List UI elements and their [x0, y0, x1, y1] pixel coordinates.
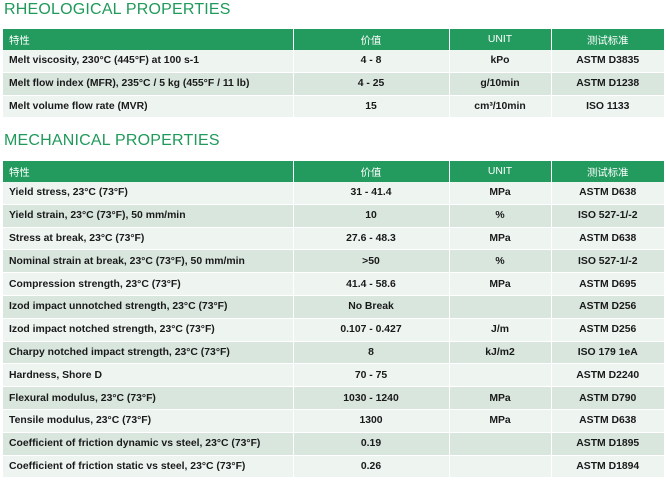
- unit-cell: MPa: [449, 409, 552, 433]
- unit-cell: [449, 455, 552, 479]
- unit-cell: J/m: [449, 318, 552, 342]
- property-name-cell: Flexural modulus, 23°C (73°F): [3, 386, 294, 410]
- table-row: Stress at break, 23°C (73°F) 27.6 - 48.3 M…: [3, 227, 664, 251]
- property-name-cell: Izod impact notched strength, 23°C (73°F…: [3, 318, 294, 342]
- value-cell: No Break: [293, 295, 450, 319]
- header-property: 特性: [3, 29, 294, 50]
- unit-cell: kJ/m2: [449, 341, 552, 365]
- test-standard-cell: ASTM D638: [551, 409, 664, 433]
- value-cell: 15: [293, 95, 450, 119]
- unit-cell: [449, 295, 552, 319]
- value-cell: 0.107 - 0.427: [293, 318, 450, 342]
- test-standard-cell: ISO 527-1/-2: [551, 249, 664, 274]
- header-value: 价值: [293, 29, 450, 50]
- value-cell: 31 - 41.4: [293, 182, 450, 205]
- value-cell: 10: [293, 204, 450, 228]
- table-row: Coefficient of friction dynamic vs steel…: [3, 432, 664, 456]
- property-name-cell: Melt viscosity, 230°C (445°F) at 100 s-1: [3, 50, 294, 73]
- test-standard-cell: ASTM D3835: [551, 50, 664, 73]
- unit-cell: MPa: [449, 386, 552, 410]
- table-row: Charpy notched impact strength, 23°C (73…: [3, 341, 664, 365]
- test-standard-cell: ASTM D1894: [551, 455, 664, 479]
- test-standard-cell: ASTM D256: [551, 318, 664, 342]
- test-standard-cell: ASTM D1895: [551, 432, 664, 456]
- table-row: Melt flow index (MFR), 235°C / 5 kg (455…: [3, 72, 664, 96]
- property-name-cell: Coefficient of friction dynamic vs steel…: [3, 432, 294, 456]
- property-name-cell: Nominal strain at break, 23°C (73°F), 50…: [3, 249, 294, 274]
- table-row: Coefficient of friction static vs steel,…: [3, 455, 664, 479]
- value-cell: 4 - 25: [293, 72, 450, 96]
- header-unit: UNIT: [449, 161, 552, 182]
- property-name-cell: Stress at break, 23°C (73°F): [3, 227, 294, 251]
- unit-cell: %: [449, 249, 552, 274]
- table-row: Nominal strain at break, 23°C (73°F), 50…: [3, 249, 664, 274]
- rheological-section-title: RHEOLOGICAL PROPERTIES: [4, 1, 231, 18]
- table-row: Hardness, Shore D 70 - 75 ASTM D2240: [3, 363, 664, 388]
- header-unit: UNIT: [449, 29, 552, 50]
- value-cell: 27.6 - 48.3: [293, 227, 450, 251]
- property-name-cell: Izod impact unnotched strength, 23°C (73…: [3, 295, 294, 319]
- value-cell: 1030 - 1240: [293, 386, 450, 410]
- unit-cell: [449, 432, 552, 456]
- property-name-cell: Yield strain, 23°C (73°F), 50 mm/min: [3, 204, 294, 228]
- value-cell: 8: [293, 341, 450, 365]
- test-standard-cell: ASTM D2240: [551, 363, 664, 388]
- table-row: Melt viscosity, 230°C (445°F) at 100 s-1…: [3, 50, 664, 73]
- value-cell: 1300: [293, 409, 450, 433]
- table-row: Izod impact notched strength, 23°C (73°F…: [3, 318, 664, 342]
- table-row: Yield strain, 23°C (73°F), 50 mm/min 10% I…: [3, 204, 664, 228]
- header-property: 特性: [3, 161, 294, 182]
- test-standard-cell: ASTM D638: [551, 182, 664, 205]
- header-value: 价值: [293, 161, 450, 182]
- test-standard-cell: ASTM D256: [551, 295, 664, 319]
- unit-cell: [449, 363, 552, 388]
- value-cell: 4 - 8: [293, 50, 450, 73]
- unit-cell: g/10min: [449, 72, 552, 96]
- table-row: Yield stress, 23°C (73°F) 31 - 41.4 MPa AST…: [3, 182, 664, 205]
- table-row: Tensile modulus, 23°C (73°F) 1300 MPa ASTM …: [3, 409, 664, 433]
- table-row: Flexural modulus, 23°C (73°F) 1030 - 1240…: [3, 386, 664, 410]
- test-standard-cell: ISO 1133: [551, 95, 664, 119]
- test-standard-cell: ASTM D1238: [551, 72, 664, 96]
- value-cell: 0.19: [293, 432, 450, 456]
- header-test-standard: 测试标准: [551, 29, 664, 50]
- property-name-cell: Melt volume flow rate (MVR): [3, 95, 294, 119]
- property-name-cell: Melt flow index (MFR), 235°C / 5 kg (455…: [3, 72, 294, 96]
- value-cell: >50: [293, 249, 450, 274]
- unit-cell: MPa: [449, 272, 552, 296]
- test-standard-cell: ASTM D790: [551, 386, 664, 410]
- rheological-properties-table: 特性 价值 UNIT 测试标准 Melt viscosity, 230°C (445°…: [3, 29, 664, 119]
- table-row: Melt volume flow rate (MVR) 15 cm³/10min IS…: [3, 95, 664, 119]
- property-name-cell: Tensile modulus, 23°C (73°F): [3, 409, 294, 433]
- table-header-row: 特性 价值 UNIT 测试标准: [3, 29, 664, 50]
- header-test-standard: 测试标准: [551, 161, 664, 182]
- value-cell: 0.26: [293, 455, 450, 479]
- test-standard-cell: ISO 179 1eA: [551, 341, 664, 365]
- table-header-row: 特性 价值 UNIT 测试标准: [3, 161, 664, 182]
- test-standard-cell: ASTM D638: [551, 227, 664, 251]
- unit-cell: cm³/10min: [449, 95, 552, 119]
- unit-cell: MPa: [449, 182, 552, 205]
- value-cell: 70 - 75: [293, 363, 450, 388]
- value-cell: 41.4 - 58.6: [293, 272, 450, 296]
- unit-cell: %: [449, 204, 552, 228]
- test-standard-cell: ISO 527-1/-2: [551, 204, 664, 228]
- test-standard-cell: ASTM D695: [551, 272, 664, 296]
- mechanical-section-title: MECHANICAL PROPERTIES: [4, 132, 220, 149]
- property-name-cell: Hardness, Shore D: [3, 363, 294, 388]
- table-row: Compression strength, 23°C (73°F) 41.4 - …: [3, 272, 664, 296]
- property-name-cell: Charpy notched impact strength, 23°C (73…: [3, 341, 294, 365]
- property-name-cell: Coefficient of friction static vs steel,…: [3, 455, 294, 479]
- property-name-cell: Compression strength, 23°C (73°F): [3, 272, 294, 296]
- mechanical-properties-table: 特性 价值 UNIT 测试标准 Yield stress, 23°C (73°F) 31…: [3, 161, 664, 479]
- unit-cell: kPo: [449, 50, 552, 73]
- unit-cell: MPa: [449, 227, 552, 251]
- property-name-cell: Yield stress, 23°C (73°F): [3, 182, 294, 205]
- table-row: Izod impact unnotched strength, 23°C (73…: [3, 295, 664, 319]
